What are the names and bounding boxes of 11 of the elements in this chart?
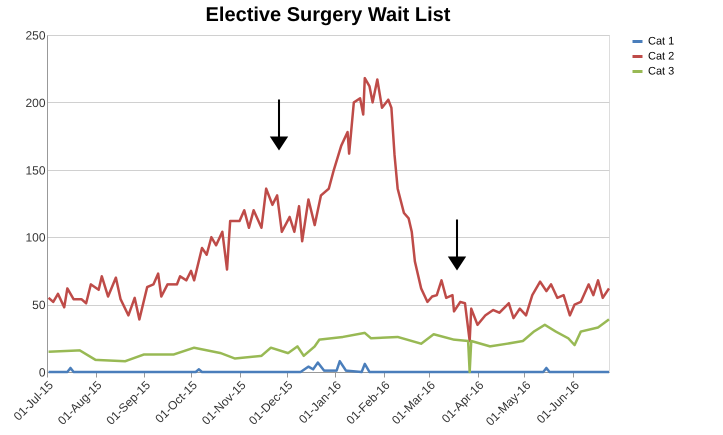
chart-title: Elective Surgery Wait List [206, 4, 451, 26]
legend-label: Cat 2 [648, 50, 674, 62]
y-tick-label: 50 [32, 298, 46, 312]
y-tick-label: 150 [25, 163, 46, 178]
line-series [47, 76, 610, 342]
legend-label: Cat 3 [648, 66, 674, 78]
y-tick-label: 200 [25, 96, 46, 110]
legend-label: Cat 1 [648, 36, 674, 48]
y-tick-label: 100 [25, 230, 46, 245]
y-tick-label: 250 [25, 28, 46, 42]
y-tick-label: 0 [38, 366, 46, 380]
